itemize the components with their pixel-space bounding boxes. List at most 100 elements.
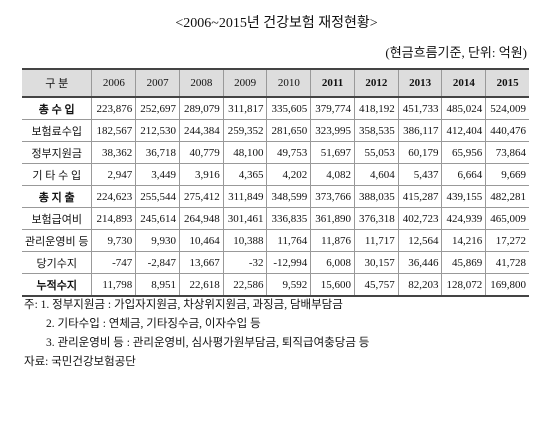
- table-row: 총 지 출 224,623 255,544 275,412 311,849 348,599…: [22, 185, 529, 208]
- cell: 12,564: [397, 229, 443, 252]
- table-row: 총 수 입 223,876 252,697 289,079 311,817 335,605…: [22, 96, 529, 120]
- cell: 55,053: [353, 141, 399, 164]
- cell: 9,669: [485, 163, 529, 186]
- note: 3. 관리운영비 등 : 관리운영비, 심사평가원부담금, 퇴직급여충당금 등: [46, 337, 370, 349]
- row-label: 정부지원금: [22, 141, 93, 164]
- cell: 82,203: [397, 273, 443, 297]
- title: <2006~2015년 건강보험 재정현황>: [175, 16, 378, 31]
- cell: 301,461: [222, 207, 268, 230]
- cell: 212,530: [135, 119, 180, 142]
- column-header: 2010: [266, 68, 312, 98]
- cell: 73,864: [485, 141, 529, 164]
- cell: 388,035: [353, 185, 399, 208]
- cell: 275,412: [178, 185, 224, 208]
- cell: 22,586: [222, 273, 268, 297]
- column-header: 2008: [178, 68, 224, 98]
- table-row: 관리운영비 등 9,730 9,930 10,464 10,388 11,764 11,87…: [22, 229, 529, 252]
- cell: 440,476: [485, 119, 529, 142]
- cell: 418,192: [353, 96, 399, 120]
- cell: 9,592: [266, 273, 312, 297]
- note: 주: 1. 정부지원금 : 가입자지원금, 차상위지원금, 과징금, 담배부담금: [24, 299, 343, 311]
- cell: 485,024: [441, 96, 487, 120]
- cell: 281,650: [266, 119, 312, 142]
- cell: 60,179: [397, 141, 443, 164]
- cell: 30,157: [353, 251, 399, 274]
- cell: 524,009: [485, 96, 529, 120]
- row-label: 보험급여비: [22, 207, 93, 230]
- cell: 22,618: [178, 273, 224, 297]
- column-header: 2015: [485, 68, 529, 98]
- cell: 128,072: [441, 273, 487, 297]
- table-body: 총 수 입 223,876 252,697 289,079 311,817 335,605…: [22, 96, 529, 297]
- cell: 451,733: [397, 96, 443, 120]
- cell: 4,202: [266, 163, 312, 186]
- cell: 412,404: [441, 119, 487, 142]
- cell: 10,388: [222, 229, 268, 252]
- cell: 14,216: [441, 229, 487, 252]
- cell: 10,464: [178, 229, 224, 252]
- cell: 335,605: [266, 96, 312, 120]
- table-row: 보험급여비 214,893 245,614 264,948 301,461 336,835…: [22, 207, 529, 230]
- cell: 4,604: [353, 163, 399, 186]
- cell: 224,623: [91, 185, 137, 208]
- cell: 9,730: [91, 229, 137, 252]
- cell: 45,757: [353, 273, 399, 297]
- finance-table: 구 분 2006 2007 2008 2009 2010 2011 2012 2013 2014 2…: [22, 68, 529, 297]
- column-header: 2011: [310, 68, 355, 98]
- cell: 49,753: [266, 141, 312, 164]
- cell: 8,951: [135, 273, 180, 297]
- cell: 6,664: [441, 163, 487, 186]
- cell: 11,764: [266, 229, 312, 252]
- cell: 361,890: [310, 207, 355, 230]
- cell: 2,947: [91, 163, 137, 186]
- cell: 223,876: [91, 96, 137, 120]
- cell: 11,798: [91, 273, 137, 297]
- cell: 11,876: [310, 229, 355, 252]
- cell: -12,994: [266, 251, 312, 274]
- row-label: 총 수 입: [22, 96, 93, 120]
- cell: 465,009: [485, 207, 529, 230]
- row-label: 관리운영비 등: [22, 229, 93, 252]
- cell: 289,079: [178, 96, 224, 120]
- cell: 38,362: [91, 141, 137, 164]
- cell: 5,437: [397, 163, 443, 186]
- column-header: 2014: [441, 68, 487, 98]
- cell: 13,667: [178, 251, 224, 274]
- cell: 6,008: [310, 251, 355, 274]
- cell: 4,082: [310, 163, 355, 186]
- cell: 336,835: [266, 207, 312, 230]
- cell: 311,817: [222, 96, 268, 120]
- cell: 402,723: [397, 207, 443, 230]
- cell: 311,849: [222, 185, 268, 208]
- cell: 36,718: [135, 141, 180, 164]
- cell: 415,287: [397, 185, 443, 208]
- cell: 379,774: [310, 96, 355, 120]
- column-header: 2006: [91, 68, 137, 98]
- cell: 348,599: [266, 185, 312, 208]
- cell: 51,697: [310, 141, 355, 164]
- cell: 41,728: [485, 251, 529, 274]
- cell: 439,155: [441, 185, 487, 208]
- cell: 45,869: [441, 251, 487, 274]
- row-label: 누적수지: [22, 273, 93, 297]
- cell: 482,281: [485, 185, 529, 208]
- cell: 214,893: [91, 207, 137, 230]
- table-row: 보험료수입 182,567 212,530 244,384 259,352 281,650…: [22, 119, 529, 142]
- column-header: 2013: [397, 68, 443, 98]
- notes: 주: 1. 정부지원금 : 가입자지원금, 차상위지원금, 과징금, 담배부담금…: [24, 296, 369, 372]
- column-header: 2009: [222, 68, 268, 98]
- cell: 255,544: [135, 185, 180, 208]
- cell: 9,930: [135, 229, 180, 252]
- row-label: 당기수지: [22, 251, 93, 274]
- cell: 17,272: [485, 229, 529, 252]
- cell: -747: [91, 251, 137, 274]
- cell: 3,449: [135, 163, 180, 186]
- source: 자료: 국민건강보험공단: [24, 356, 136, 368]
- row-label: 기 타 수 입: [22, 163, 93, 186]
- cell: 323,995: [310, 119, 355, 142]
- cell: 252,697: [135, 96, 180, 120]
- cell: 386,117: [397, 119, 443, 142]
- cell: 264,948: [178, 207, 224, 230]
- cell: 36,446: [397, 251, 443, 274]
- cell: 15,600: [310, 273, 355, 297]
